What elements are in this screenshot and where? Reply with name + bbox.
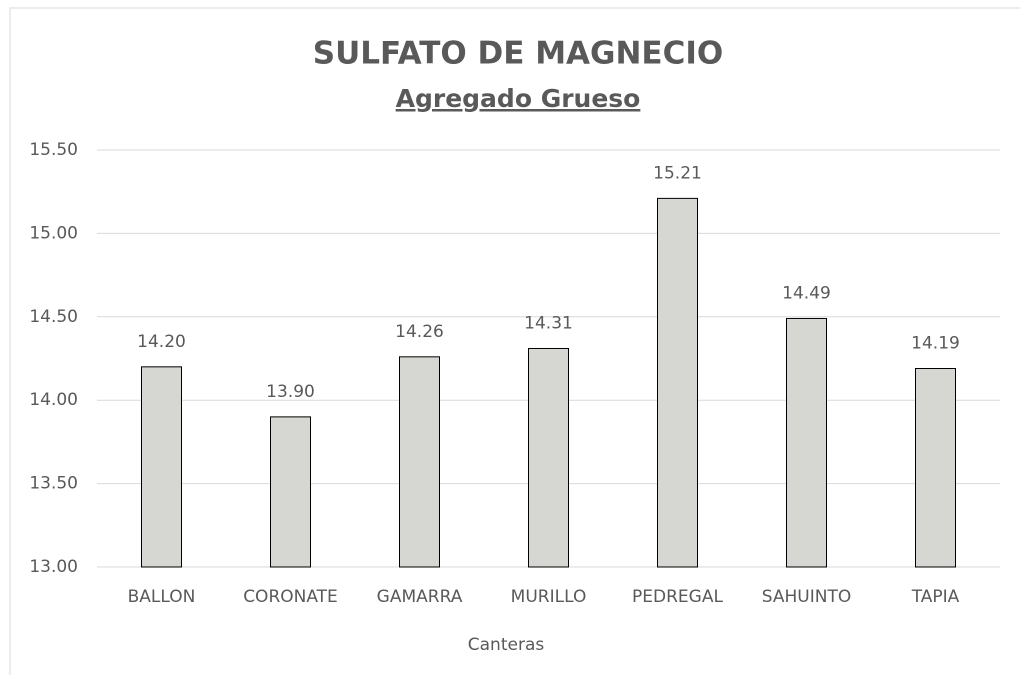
bar [399,356,440,568]
chart-title: SULFATO DE MAGNECIO [313,36,724,72]
y-tick-label: 14.50 [29,307,78,327]
bar [528,347,569,568]
bar [657,197,698,568]
bar [141,366,182,568]
bar [270,416,311,568]
y-tick-label: 15.50 [29,140,78,160]
x-tick-label: BALLON [128,587,196,607]
data-label: 14.26 [395,322,444,342]
x-tick-label: PEDREGAL [632,587,723,607]
y-tick-label: 14.00 [29,390,78,410]
data-label: 13.90 [266,382,315,402]
chart-subtitle: Agregado Grueso [396,84,641,113]
y-tick-label: 15.00 [29,223,78,243]
x-tick-label: GAMARRA [377,587,463,607]
data-label: 14.20 [137,332,186,352]
x-tick-label: CORONATE [243,587,338,607]
x-tick-label: MURILLO [511,587,587,607]
bar [915,368,956,568]
y-tick-label: 13.00 [29,557,78,577]
data-label: 14.31 [524,313,573,333]
chart-border [9,7,1020,675]
x-tick-label: SAHUINTO [762,587,851,607]
x-axis-title: Canteras [468,635,545,655]
x-tick-label: TAPIA [911,587,960,607]
data-label: 14.49 [782,283,831,303]
bar [786,317,827,568]
data-label: 14.19 [911,334,960,354]
data-label: 15.21 [653,163,702,183]
y-tick-label: 13.50 [29,474,78,494]
